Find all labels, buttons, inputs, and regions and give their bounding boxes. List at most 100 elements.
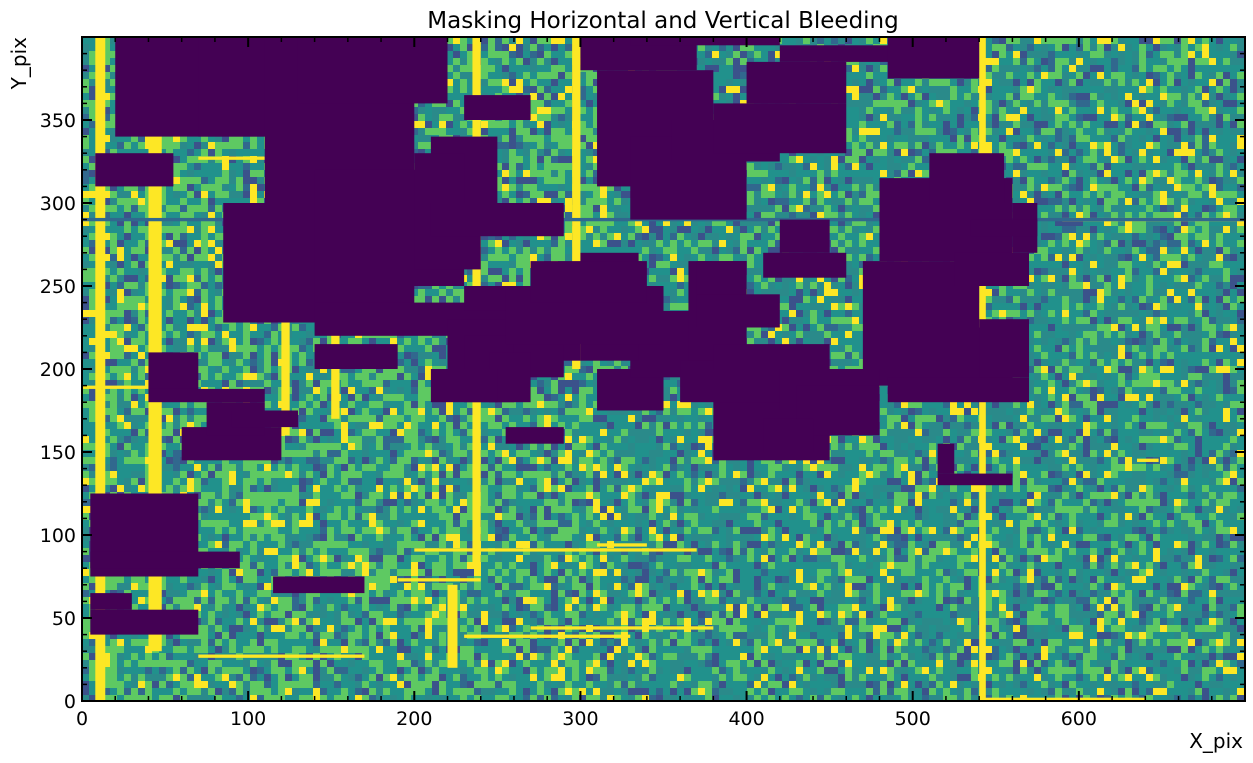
noise-pixel <box>761 233 768 240</box>
noise-pixel <box>1153 121 1160 128</box>
noise-pixel <box>1069 275 1076 282</box>
noise-pixel <box>523 254 530 261</box>
noise-pixel <box>894 79 901 86</box>
noise-pixel <box>418 100 425 107</box>
noise-pixel <box>908 114 915 121</box>
noise-pixel <box>999 142 1006 149</box>
noise-pixel <box>502 86 509 93</box>
noise-pixel <box>1174 163 1181 170</box>
noise-pixel <box>124 135 131 142</box>
noise-pixel <box>873 226 880 233</box>
noise-pixel <box>600 247 607 254</box>
noise-pixel <box>1181 163 1188 170</box>
noise-pixel <box>656 261 663 268</box>
noise-pixel <box>1090 100 1097 107</box>
noise-pixel <box>565 247 572 254</box>
noise-pixel <box>698 44 705 51</box>
noise-pixel <box>1097 275 1104 282</box>
noise-pixel <box>1111 219 1118 226</box>
noise-pixel <box>593 100 600 107</box>
noise-pixel <box>509 79 516 86</box>
noise-pixel <box>1055 205 1062 212</box>
noise-pixel <box>733 254 740 261</box>
noise-pixel <box>173 170 180 177</box>
noise-pixel <box>1181 198 1188 205</box>
noise-pixel <box>1230 275 1237 282</box>
noise-pixel <box>733 72 740 79</box>
noise-pixel <box>1104 65 1111 72</box>
noise-pixel <box>1153 37 1160 44</box>
noise-pixel <box>551 163 558 170</box>
noise-pixel <box>1125 149 1132 156</box>
noise-pixel <box>537 100 544 107</box>
noise-pixel <box>1132 128 1139 135</box>
noise-pixel <box>453 121 460 128</box>
noise-pixel <box>663 247 670 254</box>
noise-pixel <box>551 65 558 72</box>
noise-pixel <box>1237 121 1244 128</box>
noise-pixel <box>481 261 488 268</box>
noise-pixel <box>1118 79 1125 86</box>
noise-pixel <box>1167 93 1174 100</box>
noise-pixel <box>866 247 873 254</box>
noise-pixel <box>439 121 446 128</box>
noise-pixel <box>1230 121 1237 128</box>
noise-pixel <box>593 205 600 212</box>
noise-pixel <box>957 93 964 100</box>
noise-pixel <box>509 170 516 177</box>
noise-pixel <box>915 149 922 156</box>
noise-pixel <box>845 142 852 149</box>
noise-pixel <box>1118 170 1125 177</box>
noise-pixel <box>187 149 194 156</box>
noise-pixel <box>999 51 1006 58</box>
noise-pixel <box>565 93 572 100</box>
noise-pixel <box>915 121 922 128</box>
noise-pixel <box>1153 254 1160 261</box>
noise-pixel <box>1111 163 1118 170</box>
noise-pixel <box>894 135 901 142</box>
noise-pixel <box>1083 149 1090 156</box>
noise-pixel <box>488 65 495 72</box>
noise-pixel <box>1034 275 1041 282</box>
noise-pixel <box>1230 86 1237 93</box>
noise-pixel <box>915 142 922 149</box>
noise-pixel <box>1013 149 1020 156</box>
noise-pixel <box>509 184 516 191</box>
noise-pixel <box>1104 240 1111 247</box>
noise-pixel <box>1230 233 1237 240</box>
noise-pixel <box>187 289 194 296</box>
noise-pixel <box>1146 100 1153 107</box>
noise-pixel <box>1223 261 1230 268</box>
noise-pixel <box>964 86 971 93</box>
noise-pixel <box>89 226 96 233</box>
noise-pixel <box>712 93 719 100</box>
noise-pixel <box>215 198 222 205</box>
noise-pixel <box>1027 86 1034 93</box>
noise-pixel <box>600 219 607 226</box>
noise-pixel <box>208 219 215 226</box>
noise-pixel <box>502 58 509 65</box>
noise-pixel <box>733 58 740 65</box>
noise-pixel <box>187 142 194 149</box>
noise-pixel <box>194 142 201 149</box>
noise-pixel <box>1055 65 1062 72</box>
noise-pixel <box>453 72 460 79</box>
noise-pixel <box>607 198 614 205</box>
noise-pixel <box>1167 65 1174 72</box>
noise-pixel <box>957 128 964 135</box>
noise-pixel <box>838 247 845 254</box>
noise-pixel <box>1125 268 1132 275</box>
noise-pixel <box>194 268 201 275</box>
noise-pixel <box>1006 149 1013 156</box>
noise-pixel <box>1083 37 1090 44</box>
noise-pixel <box>656 254 663 261</box>
noise-pixel <box>950 142 957 149</box>
noise-pixel <box>1174 170 1181 177</box>
noise-pixel <box>593 177 600 184</box>
noise-pixel <box>131 191 138 198</box>
noise-pixel <box>1006 114 1013 121</box>
noise-pixel <box>992 142 999 149</box>
noise-pixel <box>1097 37 1104 44</box>
noise-pixel <box>845 170 852 177</box>
noise-pixel <box>488 37 495 44</box>
